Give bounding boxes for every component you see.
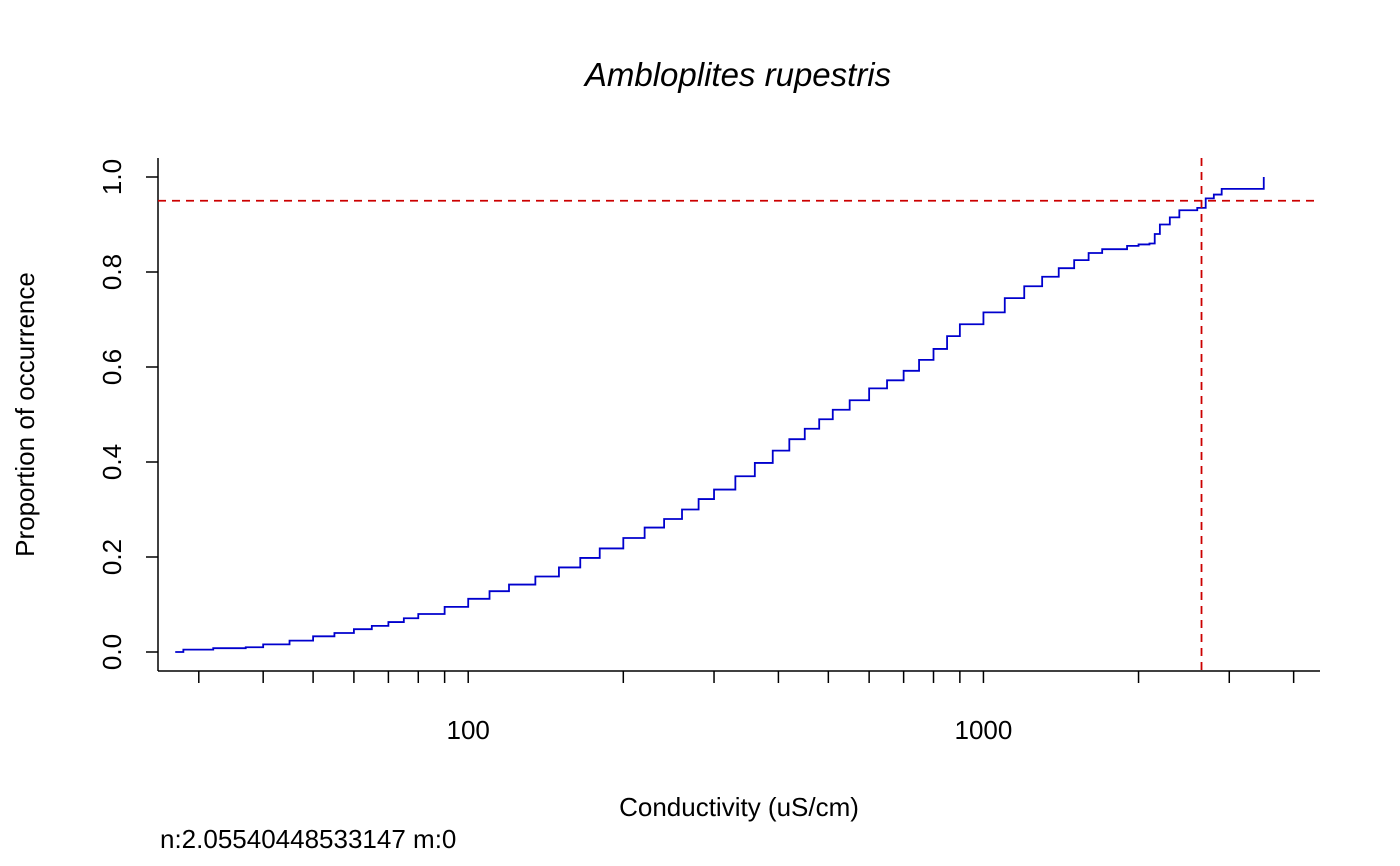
y-tick-label: 1.0	[97, 159, 127, 195]
footnote: n:2.05540448533147 m:0	[160, 824, 457, 854]
x-axis-label: Conductivity (uS/cm)	[619, 792, 859, 822]
chart-title: Ambloplites rupestris	[584, 56, 892, 93]
y-axis-label: Proportion of occurrence	[10, 272, 40, 557]
x-tick-label: 1000	[955, 715, 1013, 745]
x-tick-label: 100	[447, 715, 490, 745]
y-tick-label: 0.0	[97, 634, 127, 670]
y-tick-label: 0.8	[97, 254, 127, 290]
y-tick-label: 0.4	[97, 444, 127, 480]
y-tick-label: 0.2	[97, 539, 127, 575]
data-series-line	[175, 177, 1265, 653]
y-tick-label: 0.6	[97, 349, 127, 385]
